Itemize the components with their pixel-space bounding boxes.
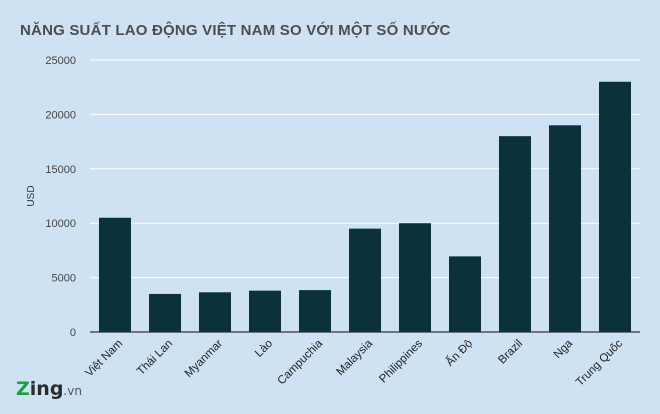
bar-0 [99, 217, 131, 332]
y-tick-label-3: 15000 [45, 164, 76, 176]
x-tick-label-7: Ấn Độ [443, 337, 475, 369]
y-tick-label-2: 10000 [45, 218, 76, 230]
x-tick-label-8: Brazil [496, 338, 525, 367]
x-tick-label-1: Thái Lan [135, 338, 175, 378]
bar-6 [399, 223, 431, 332]
x-tick-label-2: Myanmar [183, 338, 225, 380]
bar-4 [299, 290, 331, 332]
x-tick-label-9: Nga [552, 337, 576, 361]
zing-logo: Zing.vn [16, 378, 82, 400]
bar-10 [599, 81, 631, 332]
x-tick-label-5: Malaysia [335, 337, 376, 378]
bar-8 [499, 136, 531, 332]
bar-2 [199, 292, 231, 332]
x-tick-label-4: Campuchia [276, 337, 326, 387]
y-tick-label-5: 25000 [45, 55, 76, 67]
chart-title: NĂNG SUẤT LAO ĐỘNG VIỆT NAM SO VỚI MỘT S… [20, 22, 451, 39]
bar-1 [149, 293, 181, 332]
logo-suffix: .vn [63, 384, 82, 398]
logo-ing: ing [29, 378, 64, 400]
y-axis-label: USD [26, 185, 37, 206]
logo-z: Z [16, 378, 30, 400]
x-tick-label-10: Trung Quốc [574, 337, 625, 388]
bar-9 [549, 125, 581, 332]
x-tick-label-0: Việt Nam [83, 338, 125, 380]
bar-3 [249, 290, 281, 332]
y-tick-label-1: 5000 [52, 273, 76, 285]
x-tick-label-3: Lào [253, 338, 275, 360]
bar-5 [349, 228, 381, 332]
x-tick-label-6: Philippines [377, 337, 425, 385]
y-tick-label-0: 0 [70, 327, 76, 339]
bar-7 [449, 256, 481, 332]
y-tick-label-4: 20000 [45, 109, 76, 121]
